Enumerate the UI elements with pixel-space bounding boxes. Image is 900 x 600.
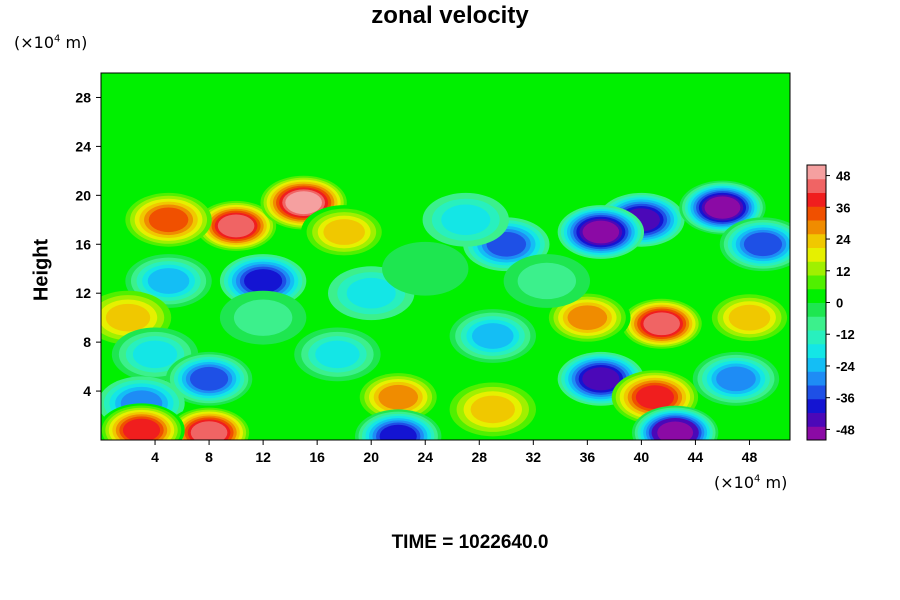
x-tick-label: 44 bbox=[688, 449, 704, 465]
heatmap-feature bbox=[728, 304, 771, 331]
colorbar-swatch bbox=[807, 343, 826, 358]
heatmap-feature bbox=[441, 204, 491, 236]
heatmap-feature bbox=[122, 418, 161, 440]
y-tick-label: 12 bbox=[75, 285, 91, 301]
colorbar-swatch bbox=[807, 261, 826, 276]
x-tick-label: 32 bbox=[526, 449, 542, 465]
colorbar-tick-label: -36 bbox=[836, 391, 855, 406]
x-tick-label: 48 bbox=[742, 449, 758, 465]
x-axis-unit: (×104 m) bbox=[714, 473, 788, 492]
colorbar-swatch bbox=[807, 275, 826, 290]
plot-border bbox=[100, 72, 791, 441]
heatmap-feature bbox=[244, 269, 283, 293]
heatmap-feature bbox=[233, 299, 293, 336]
heatmap-feature bbox=[315, 340, 360, 369]
heatmap-feature bbox=[285, 191, 322, 215]
chart-title: zonal velocity bbox=[371, 2, 529, 29]
x-tick-label: 4 bbox=[151, 449, 159, 465]
heatmap-feature bbox=[743, 232, 783, 257]
colorbar-swatch bbox=[807, 288, 826, 303]
y-axis-label: Height bbox=[30, 238, 53, 302]
x-tick-label: 16 bbox=[309, 449, 325, 465]
y-tick-label: 28 bbox=[75, 89, 91, 105]
heatmap-field bbox=[101, 175, 790, 440]
heatmap-feature bbox=[382, 241, 469, 296]
x-tick-label: 36 bbox=[580, 449, 596, 465]
colorbar-tick-label: 12 bbox=[836, 264, 850, 279]
colorbar-swatch bbox=[807, 426, 826, 441]
heatmap-feature bbox=[323, 219, 365, 245]
heatmap-feature bbox=[635, 385, 675, 410]
time-label: TIME = 1022640.0 bbox=[391, 532, 549, 553]
colorbar-swatch bbox=[807, 247, 826, 262]
heatmap-feature bbox=[643, 312, 680, 336]
colorbar-swatch bbox=[807, 398, 826, 413]
colorbar-swatch bbox=[807, 233, 826, 248]
y-tick-label: 4 bbox=[83, 383, 91, 399]
heatmap-feature bbox=[517, 262, 577, 300]
heatmap-feature bbox=[567, 305, 608, 330]
colorbar-tick-label: -48 bbox=[836, 422, 855, 437]
colorbar-tick-label: 24 bbox=[836, 232, 851, 247]
heatmap-feature bbox=[148, 207, 189, 233]
colorbar-swatch bbox=[807, 165, 826, 180]
colorbar-tick-label: 48 bbox=[836, 169, 850, 184]
heatmap-feature bbox=[379, 424, 417, 440]
colorbar-swatch bbox=[807, 178, 826, 193]
heatmap-feature bbox=[657, 421, 694, 440]
y-tick-label: 16 bbox=[75, 236, 91, 252]
x-tick-label: 28 bbox=[471, 449, 487, 465]
heatmap-feature bbox=[132, 340, 178, 369]
colorbar-tick-label: 36 bbox=[836, 200, 850, 215]
heatmap-feature bbox=[471, 323, 514, 349]
x-tick-label: 12 bbox=[255, 449, 271, 465]
colorbar-swatch bbox=[807, 330, 826, 345]
heatmap-feature bbox=[378, 384, 419, 410]
heatmap-feature bbox=[582, 367, 620, 391]
heatmap-feature bbox=[470, 395, 515, 424]
heatmap-feature bbox=[346, 277, 396, 309]
colorbar-tick-label: -24 bbox=[836, 359, 856, 374]
colorbar-swatch bbox=[807, 357, 826, 372]
y-axis-unit: (×104 m) bbox=[14, 33, 88, 52]
heatmap-feature bbox=[704, 196, 741, 219]
heatmap-feature bbox=[217, 214, 255, 238]
heatmap-feature bbox=[105, 303, 151, 332]
x-tick-label: 40 bbox=[634, 449, 650, 465]
colorbar-swatch bbox=[807, 220, 826, 235]
colorbar-swatch bbox=[807, 412, 826, 427]
x-tick-label: 24 bbox=[417, 449, 433, 465]
heatmap-feature bbox=[582, 220, 620, 244]
colorbar-swatch bbox=[807, 302, 826, 317]
y-tick-label: 8 bbox=[83, 334, 91, 350]
colorbar-swatch bbox=[807, 206, 826, 221]
colorbar-swatch bbox=[807, 192, 826, 207]
colorbar-swatch bbox=[807, 371, 826, 386]
x-tick-label: 20 bbox=[363, 449, 379, 465]
colorbar-swatch bbox=[807, 385, 826, 400]
y-tick-label: 24 bbox=[75, 138, 91, 154]
x-tick-label: 8 bbox=[205, 449, 213, 465]
heatmap-feature bbox=[147, 268, 190, 294]
y-tick-label: 20 bbox=[75, 187, 91, 203]
heatmap-feature bbox=[190, 421, 228, 440]
heatmap-feature bbox=[189, 366, 229, 391]
colorbar-tick-label: 0 bbox=[836, 296, 843, 311]
colorbar-tick-label: -12 bbox=[836, 327, 855, 342]
colorbar-swatch bbox=[807, 316, 826, 331]
heatmap-feature bbox=[716, 366, 756, 392]
